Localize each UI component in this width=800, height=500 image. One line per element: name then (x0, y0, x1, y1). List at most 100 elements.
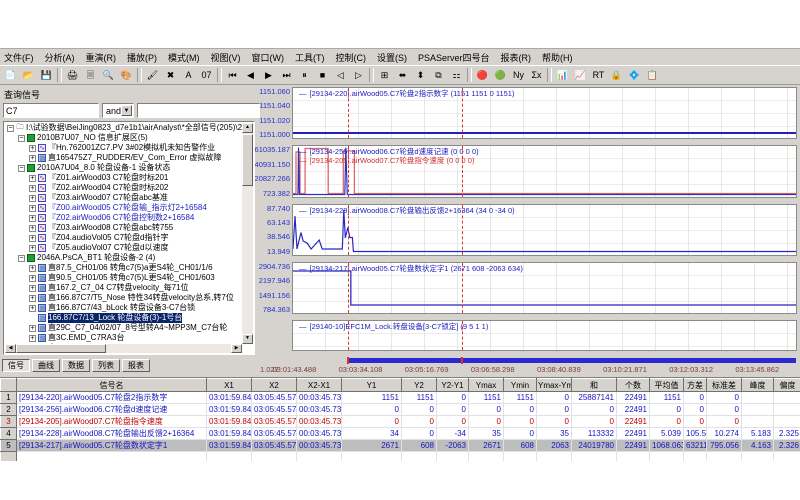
menu-item-10[interactable]: PSAServer四号台 (418, 52, 490, 63)
expand-icon[interactable]: + (29, 244, 36, 252)
preview-icon[interactable]: 🗏 (86, 69, 95, 80)
fit-width-icon[interactable]: ⬌ (398, 69, 407, 80)
menu-item-7[interactable]: 工具(T) (295, 52, 325, 63)
time-cursor-1[interactable] (347, 88, 349, 139)
time-cursor-1[interactable] (347, 146, 349, 197)
step-end-icon[interactable]: ⏭ (282, 69, 291, 80)
tree-item-12[interactable]: + ∿ 『Z05.audioVol07 C7轮盘d以速度 (5, 243, 242, 253)
table-row[interactable]: 3 [29134-205].airWood07.C7轮盘指令速度 03:01:59.… (0, 415, 800, 428)
view-tab-4[interactable]: 报表 (122, 359, 150, 372)
lock-icon[interactable]: 🔒 (610, 69, 623, 80)
plot-area-2[interactable]: — [29134-228].airWood08.C7轮盘输出反馈2+16364 (… (292, 203, 797, 256)
menu-item-4[interactable]: 模式(M) (168, 52, 200, 63)
stop-icon[interactable]: ■ (319, 69, 326, 80)
collapse-icon[interactable]: − (18, 164, 25, 172)
step-back-icon[interactable]: ◀ (247, 69, 254, 80)
expand-icon[interactable]: + (29, 264, 36, 272)
time-cursor-2[interactable] (462, 204, 463, 255)
time-cursor-2[interactable] (462, 88, 463, 139)
time-cursor-1[interactable] (347, 262, 349, 314)
plot-area-1[interactable]: — [29134-256].airWood06.C7轮盘d速度记速 (0 0 0 … (292, 145, 797, 198)
table-row[interactable]: 1 [29134-220].airWood05.C7轮盘2指示数字 03:01:59… (0, 391, 800, 404)
tree-item-7[interactable]: + ∿ 『Z03.airWood07 C7轮盘abc基准 (5, 193, 242, 203)
ny-icon[interactable]: Ny (513, 69, 524, 80)
tree-item-9[interactable]: + ∿ 『Z02.airWood06 C7轮盘控制数2+16584 (5, 213, 242, 223)
expand-icon[interactable]: + (29, 274, 36, 282)
expand-icon[interactable]: + (29, 234, 36, 242)
menu-item-11[interactable]: 报表(R) (500, 52, 532, 63)
tree-item-16[interactable]: + ▦ 直167.2_C7_04 C7转盘velocity_每71位 (5, 283, 242, 293)
expand-icon[interactable]: + (29, 184, 36, 192)
table-row[interactable]: 4 [29134-228].airWood08.C7轮盘输出反馈2+16364 03… (0, 427, 800, 440)
bar-chart-icon[interactable]: 📊 (556, 69, 569, 80)
line-chart-icon[interactable]: 📈 (574, 69, 587, 80)
expand-icon[interactable]: + (29, 324, 36, 332)
menu-item-12[interactable]: 帮助(H) (542, 52, 573, 63)
view-tab-1[interactable]: 曲线 (32, 359, 60, 372)
prev-mark-icon[interactable]: ◁ (337, 69, 344, 80)
menu-item-5[interactable]: 视图(V) (210, 52, 241, 63)
highlight-icon[interactable]: 🖌 (146, 69, 159, 80)
menu-item-3[interactable]: 播放(P) (127, 52, 157, 63)
tree-vscroll-thumb[interactable] (242, 134, 253, 186)
time-cursor-2[interactable] (462, 321, 463, 351)
time-cursor-2[interactable] (462, 262, 463, 314)
expand-icon[interactable]: + (29, 284, 36, 292)
tree-item-21[interactable]: + ▦ 直3C.EMD_C7RA3台 (5, 333, 242, 343)
menu-item-1[interactable]: 分析(A) (44, 52, 75, 63)
search-input[interactable] (3, 103, 99, 118)
filter-input[interactable] (137, 103, 261, 118)
tree-item-3[interactable]: + ▦ 直165475Z7_RUDDER/EV_Com_Error 虚拟故障 (5, 153, 242, 163)
view-tab-2[interactable]: 数据 (62, 359, 90, 372)
red-marker-icon[interactable]: 🔴 (476, 69, 489, 80)
table-row[interactable]: 2 [29134-256].airWood06.C7轮盘d速度记速 03:01:59… (0, 403, 800, 416)
realtime-icon[interactable]: RT (592, 69, 605, 80)
collapse-icon[interactable]: − (18, 134, 25, 142)
scroll-left-icon[interactable]: ◀ (5, 344, 16, 353)
tree-item-2[interactable]: + ∿ 『Hn.762001ZC7.PV 3#02模拟机未知告警作业 (5, 143, 242, 153)
plot-area-4[interactable]: — [29140-10]EFC1M_Lock.转盘设备[3-C7锁定] (9 5 … (292, 320, 797, 352)
menu-item-0[interactable]: 文件(F) (4, 52, 34, 63)
fit-height-icon[interactable]: ⬍ (416, 69, 425, 80)
plot-area-3[interactable]: — [29134-217].airWood05.C7轮盘数状定字1 (2671 6… (292, 261, 797, 315)
expand-icon[interactable]: + (29, 224, 36, 232)
menu-item-9[interactable]: 设置(S) (377, 52, 407, 63)
step-first-icon[interactable]: ⏮ (228, 69, 237, 80)
tree-item-6[interactable]: + ∿ 『Z02.airWood04 C7轮盘时标202 (5, 183, 242, 193)
report-icon[interactable]: 📋 (646, 69, 659, 80)
operator-combo[interactable]: and ▼ (102, 103, 135, 118)
tree-item-14[interactable]: + ▦ 直87.5_CH01/06 转角c7(5)a更S4轮_CH01/1/6 (5, 263, 242, 273)
chevron-down-icon[interactable]: ▼ (121, 105, 133, 116)
new-file-icon[interactable]: 📄 (4, 69, 17, 80)
tree-item-11[interactable]: + ∿ 『Z04.audioVol05 C7轮盘d指针字 (5, 233, 242, 243)
cascade-icon[interactable]: ⚏ (452, 69, 461, 80)
play-icon[interactable]: ▶ (265, 69, 272, 80)
tree-item-20[interactable]: + ▦ 直29C_C7_04/02/07_8号型转A4~MPP3M_C7台轮 (5, 323, 242, 333)
tree-hscroll-thumb[interactable] (16, 344, 106, 353)
pause-icon[interactable]: ⏸ (302, 69, 307, 80)
green-marker-icon[interactable]: 🟢 (494, 69, 507, 80)
expand-icon[interactable]: + (29, 214, 36, 222)
tree-item-5[interactable]: + ∿ 『Z01.airWood03 C7轮盘时标201 (5, 173, 242, 183)
tree-item-15[interactable]: + ▦ 直90.5_CH01/05 转角c7(5)L更S4轮_CH01/603 (5, 273, 242, 283)
expand-icon[interactable]: + (29, 294, 36, 302)
time-cursor-1[interactable] (347, 204, 349, 255)
scroll-right-icon[interactable]: ▶ (231, 344, 242, 353)
plot-area-0[interactable]: — [29134-220].airWood05.C7轮盘2指示数字 (1151 1… (292, 87, 797, 140)
sum-icon[interactable]: Σx (531, 69, 542, 80)
tree-horizontal-scrollbar[interactable]: ◀ ▶ (5, 344, 242, 353)
delete-icon[interactable]: ✖ (166, 69, 175, 80)
next-mark-icon[interactable]: ▷ (355, 69, 362, 80)
palette-icon[interactable]: 🎨 (120, 69, 133, 80)
expand-icon[interactable]: + (29, 144, 36, 152)
menu-item-6[interactable]: 窗口(W) (251, 52, 285, 63)
time-cursor-2[interactable] (462, 146, 463, 197)
tree-item-19[interactable]: ▦ 166.87C7/13_Lock 轮盘设备(3)-1号台 (5, 313, 242, 323)
expand-icon[interactable]: + (29, 154, 36, 162)
scroll-down-icon[interactable]: ▼ (242, 334, 253, 344)
menu-item-2[interactable]: 重演(R) (85, 52, 117, 63)
tree-item-8[interactable]: + ∿ 『Z00.airWood05 C7轮盘输_指示灯2+16584 (5, 203, 242, 213)
expand-icon[interactable]: + (29, 304, 36, 312)
table-row[interactable]: 5 [29134-217].airWood05.C7轮盘数状定字1 03:01:59… (0, 439, 800, 452)
label-07-icon[interactable]: 07 (201, 69, 212, 80)
